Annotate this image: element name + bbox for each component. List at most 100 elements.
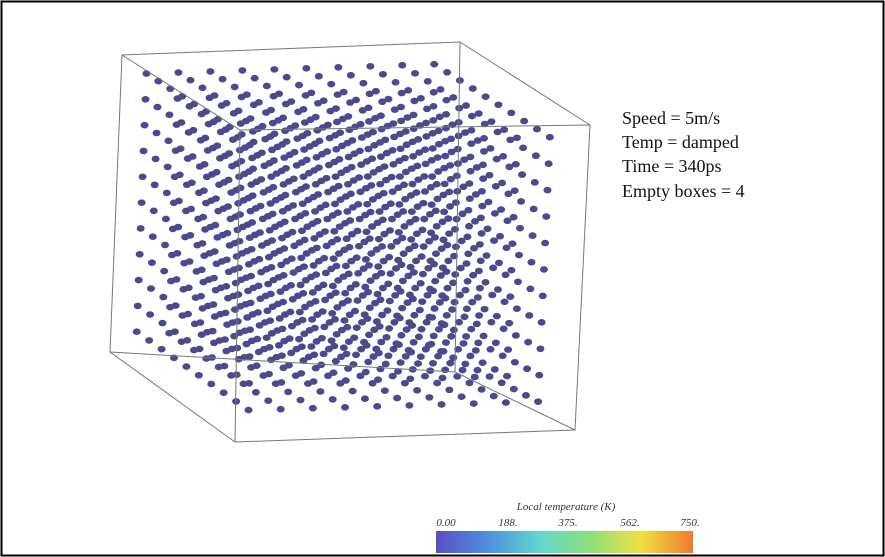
atom — [252, 389, 260, 396]
atom — [389, 373, 397, 380]
atom — [297, 255, 305, 262]
atom — [186, 103, 194, 110]
atom — [250, 101, 258, 108]
atom — [352, 352, 360, 359]
atom — [493, 313, 501, 320]
atom — [456, 292, 464, 299]
atom — [346, 285, 354, 292]
atom — [313, 338, 321, 345]
atom — [334, 64, 342, 71]
atom — [474, 294, 482, 301]
atom — [323, 216, 331, 223]
atom — [512, 332, 520, 339]
atom — [430, 61, 438, 68]
colorbar-title: Local temperature (K) — [516, 501, 616, 513]
atom — [442, 97, 450, 104]
atom — [478, 230, 486, 237]
atom — [506, 293, 514, 300]
atom — [136, 251, 144, 258]
atom — [517, 198, 525, 205]
atom — [213, 260, 221, 267]
atom — [298, 228, 306, 235]
atom — [487, 319, 495, 326]
atom — [331, 201, 339, 208]
atom — [234, 200, 242, 207]
atom — [268, 147, 276, 154]
atom — [529, 232, 537, 239]
atom — [260, 162, 268, 169]
atom — [445, 230, 453, 237]
atom — [423, 106, 431, 113]
atom — [431, 278, 439, 285]
atom — [450, 327, 458, 334]
atom — [378, 126, 386, 133]
atom — [283, 74, 291, 81]
atom — [495, 260, 503, 267]
atom — [442, 339, 450, 346]
atom — [343, 235, 351, 242]
atom — [446, 203, 454, 210]
atom — [137, 225, 145, 232]
atom — [505, 164, 513, 171]
atom — [502, 399, 510, 406]
atom — [293, 135, 301, 142]
atom — [459, 367, 467, 374]
atom — [438, 401, 446, 408]
atom — [441, 367, 449, 374]
atom — [395, 201, 403, 208]
atom — [402, 169, 410, 176]
atom — [363, 201, 371, 208]
atom — [437, 272, 445, 279]
atom — [328, 337, 336, 344]
atom — [182, 208, 190, 215]
atom — [245, 261, 253, 268]
atom — [392, 265, 400, 272]
atom — [428, 201, 436, 208]
atom — [347, 72, 355, 79]
atom — [377, 339, 385, 346]
atom — [229, 136, 237, 143]
atom — [153, 130, 161, 137]
atom — [277, 406, 285, 413]
atom — [436, 299, 444, 306]
atom — [230, 110, 238, 117]
atom — [198, 111, 206, 118]
atom — [295, 82, 303, 89]
atom — [295, 336, 303, 343]
atom — [134, 303, 142, 310]
atom — [309, 405, 317, 412]
atom — [498, 379, 506, 386]
atom — [217, 129, 225, 136]
atom — [376, 366, 384, 373]
atom — [492, 183, 500, 190]
atom — [410, 125, 418, 132]
atom — [472, 347, 480, 354]
atom — [302, 65, 310, 72]
atom — [458, 211, 466, 218]
atom — [165, 138, 173, 145]
atom — [322, 270, 330, 277]
atom — [139, 174, 147, 181]
atom — [361, 284, 369, 291]
atom — [434, 168, 442, 175]
atom — [277, 262, 285, 269]
atom — [226, 242, 234, 249]
atom — [461, 361, 469, 368]
atom — [381, 387, 389, 394]
atom — [527, 259, 535, 266]
atom — [133, 328, 141, 335]
atom — [427, 229, 435, 236]
colorbar-label: 0.00 — [436, 517, 456, 529]
atom — [515, 252, 523, 259]
atom — [501, 299, 509, 306]
atom — [541, 240, 549, 247]
atom — [247, 181, 255, 188]
atom — [385, 325, 393, 332]
atom — [279, 364, 287, 371]
atom — [333, 119, 341, 126]
atom — [477, 257, 485, 264]
atom — [270, 93, 278, 100]
atom — [427, 258, 435, 265]
atom — [513, 305, 521, 312]
atom — [424, 265, 432, 272]
